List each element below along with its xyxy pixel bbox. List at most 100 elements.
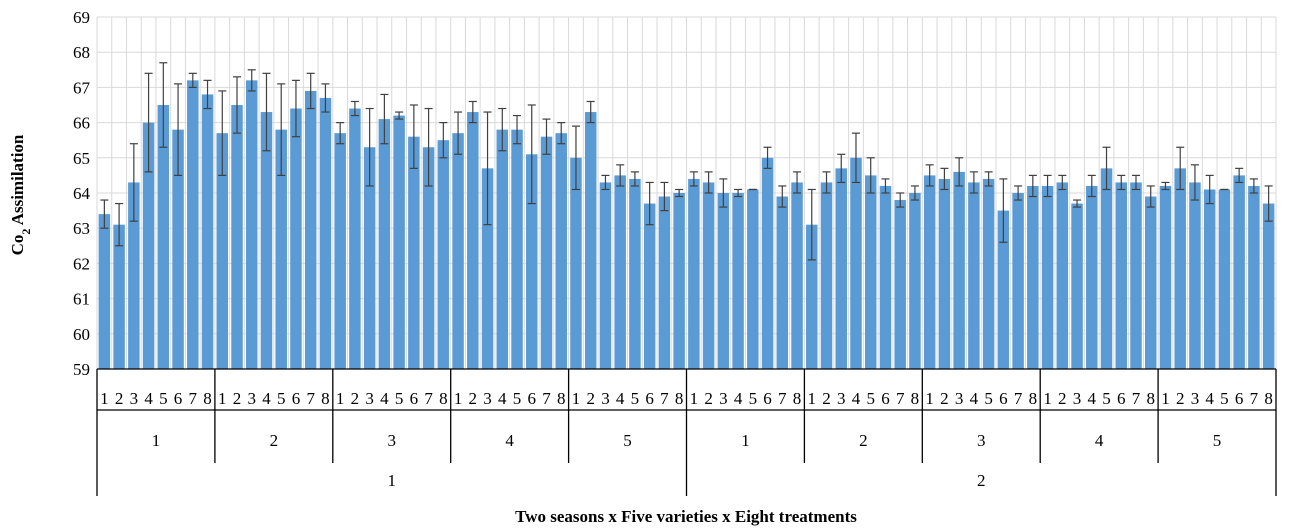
bar (820, 182, 833, 369)
treatment-label: 1 (1043, 389, 1052, 408)
treatment-label: 4 (1205, 389, 1214, 408)
bar (1248, 185, 1260, 369)
bar (938, 178, 951, 369)
bar (968, 182, 980, 369)
treatment-label: 2 (704, 389, 713, 408)
treatment-label: 3 (130, 389, 139, 408)
variety-label: 3 (977, 431, 986, 450)
bar (953, 171, 965, 369)
treatment-label: 3 (1073, 389, 1082, 408)
treatment-label: 5 (513, 389, 522, 408)
bar (113, 224, 125, 369)
bar (1189, 182, 1201, 369)
bar (319, 97, 332, 370)
treatment-label: 7 (660, 389, 669, 408)
bar (1012, 193, 1024, 369)
bar (614, 175, 626, 369)
treatment-label: 1 (572, 389, 581, 408)
treatment-label: 6 (881, 389, 890, 408)
treatment-label: 2 (940, 389, 949, 408)
bar (1130, 182, 1142, 369)
bar (1027, 185, 1039, 369)
bar (702, 182, 715, 369)
y-tick-label: 65 (73, 149, 90, 168)
treatment-label: 7 (306, 389, 315, 408)
treatment-label: 1 (1161, 389, 1170, 408)
treatment-label: 1 (690, 389, 699, 408)
treatment-label: 4 (852, 389, 861, 408)
treatment-label: 5 (749, 389, 758, 408)
y-tick-label: 59 (73, 360, 90, 379)
treatment-label: 2 (115, 389, 124, 408)
bar (909, 193, 921, 369)
bar (496, 129, 509, 369)
treatment-label: 7 (778, 389, 787, 408)
bar (599, 182, 612, 369)
bar (128, 182, 140, 369)
treatment-label: 8 (793, 389, 802, 408)
treatment-label: 3 (483, 389, 492, 408)
treatment-label: 5 (631, 389, 640, 408)
bar (363, 147, 376, 369)
bar (923, 175, 936, 369)
bar (1159, 185, 1172, 369)
bar (481, 168, 494, 369)
bar (260, 112, 273, 369)
bar (717, 193, 730, 369)
treatment-label: 5 (866, 389, 875, 408)
treatment-label: 8 (439, 389, 448, 408)
treatment-label: 8 (203, 389, 212, 408)
bar (304, 90, 317, 370)
treatment-label: 1 (218, 389, 227, 408)
treatment-label: 4 (734, 389, 743, 408)
bar (452, 133, 464, 369)
y-tick-label: 62 (73, 254, 90, 273)
variety-label: 4 (1095, 431, 1104, 450)
treatment-label: 3 (601, 389, 610, 408)
bar (172, 129, 184, 369)
bar (1086, 185, 1098, 369)
y-tick-label: 68 (73, 43, 90, 62)
y-axis-title: Co2 Assimilation (8, 134, 33, 255)
treatment-label: 2 (822, 389, 831, 408)
variety-label: 4 (505, 431, 514, 450)
variety-label: 5 (623, 431, 632, 450)
y-tick-label: 67 (73, 78, 91, 97)
treatment-label: 4 (380, 389, 389, 408)
treatment-label: 8 (1029, 389, 1038, 408)
treatment-label: 8 (557, 389, 566, 408)
bar (1115, 182, 1128, 369)
season-label: 1 (388, 471, 397, 490)
variety-label: 1 (152, 431, 161, 450)
treatment-label: 3 (955, 389, 964, 408)
bar (216, 133, 229, 369)
treatment-label: 1 (925, 389, 934, 408)
bar (688, 178, 700, 369)
treatment-label: 6 (292, 389, 301, 408)
variety-label: 2 (859, 431, 868, 450)
treatment-label: 4 (498, 389, 507, 408)
y-axis-title-main: Co (8, 235, 27, 256)
bar (1218, 189, 1231, 369)
bar (187, 80, 199, 370)
bar (776, 196, 789, 369)
bar (1233, 175, 1245, 369)
treatment-label: 3 (719, 389, 728, 408)
bar (98, 214, 111, 369)
bar (275, 129, 287, 369)
treatment-label: 7 (189, 389, 198, 408)
treatment-label: 7 (1132, 389, 1141, 408)
bar (761, 157, 774, 369)
bar (584, 112, 597, 369)
treatment-label: 4 (1088, 389, 1097, 408)
bar (570, 157, 582, 369)
error-bars (100, 62, 1273, 261)
treatment-label: 8 (1264, 389, 1273, 408)
y-tick-label: 66 (73, 114, 90, 133)
bar (629, 178, 641, 369)
bar (349, 108, 361, 370)
treatment-label: 5 (984, 389, 993, 408)
treatment-label: 2 (469, 389, 478, 408)
